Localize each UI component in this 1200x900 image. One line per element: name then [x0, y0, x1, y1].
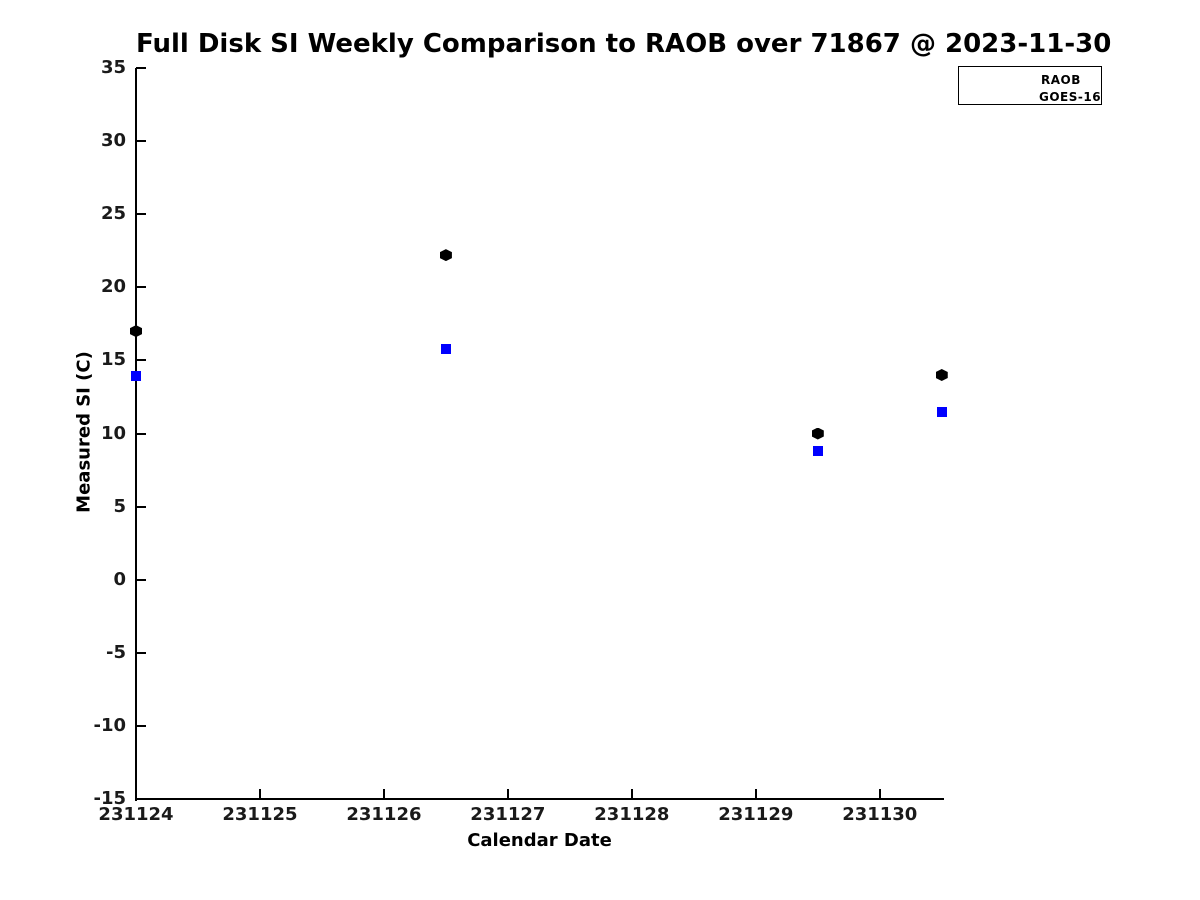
data-point-goes-16 — [440, 343, 451, 354]
y-tick — [136, 651, 146, 654]
data-point-raob — [935, 369, 948, 382]
y-tick — [136, 578, 146, 581]
goes16-square-marker-icon — [999, 91, 1010, 102]
data-point-raob — [439, 249, 452, 262]
legend-label-raob: RAOB — [1041, 72, 1081, 87]
data-point-raob — [130, 325, 142, 338]
data-point-goes-16 — [131, 371, 141, 382]
y-tick-label: 0 — [113, 568, 126, 590]
x-tick-label: 231128 — [594, 804, 670, 825]
y-tick — [136, 67, 146, 69]
y-tick — [136, 798, 146, 800]
y-tick-label: -10 — [93, 714, 126, 736]
y-tick-label: 15 — [100, 349, 126, 371]
x-tick-label: 231124 — [98, 804, 174, 825]
data-point-goes-16 — [812, 446, 823, 457]
x-tick-label: 231130 — [842, 804, 918, 825]
x-tick-label: 231126 — [346, 804, 422, 825]
x-tick — [754, 789, 757, 799]
y-tick — [136, 432, 146, 435]
legend-label-goes16: GOES-16 — [1039, 89, 1102, 104]
y-axis-spine — [135, 68, 137, 801]
data-point-goes-16 — [936, 406, 947, 417]
y-tick-label: 25 — [100, 203, 126, 225]
y-tick — [136, 505, 146, 508]
x-tick — [382, 789, 385, 799]
legend-item-raob: RAOB — [959, 72, 1101, 87]
data-point-raob — [811, 427, 824, 440]
y-tick — [136, 140, 146, 143]
x-tick-label: 231129 — [718, 804, 794, 825]
legend-item-goes16: GOES-16 — [959, 89, 1101, 104]
x-tick — [506, 789, 509, 799]
y-tick-label: 5 — [113, 495, 126, 517]
y-tick — [136, 724, 146, 727]
x-axis-spine — [135, 798, 944, 800]
x-tick-label: 231127 — [470, 804, 546, 825]
plot-area: 35 30 25 20 15 10 5 0 -5 -10 -15 231124 231125 231126… — [93, 58, 948, 825]
y-tick-label: 20 — [100, 276, 126, 298]
y-tick — [136, 213, 146, 216]
x-tick — [135, 789, 137, 799]
y-tick-label: 30 — [100, 130, 126, 152]
x-tick — [630, 789, 633, 799]
y-tick-label: -15 — [93, 788, 126, 809]
legend: RAOB GOES-16 — [958, 66, 1102, 105]
raob-hexagon-marker-icon — [999, 73, 1012, 86]
x-tick — [258, 789, 261, 799]
y-tick-label: -5 — [106, 641, 126, 663]
y-tick-label: 10 — [100, 422, 126, 444]
x-axis-label: Calendar Date — [467, 830, 612, 851]
y-tick-label: 35 — [100, 57, 126, 78]
y-tick — [136, 359, 146, 362]
chart-title: Full Disk SI Weekly Comparison to RAOB o… — [136, 29, 1112, 59]
y-tick — [136, 286, 146, 289]
x-tick — [878, 789, 881, 799]
x-tick-label: 231125 — [222, 804, 298, 825]
